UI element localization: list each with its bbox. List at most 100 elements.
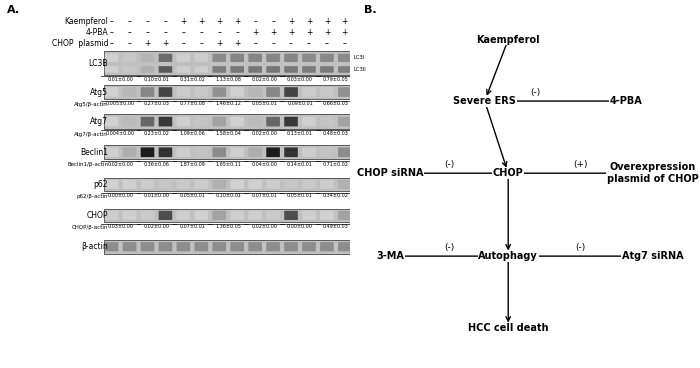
FancyBboxPatch shape [122, 148, 136, 157]
Text: Beclin1/β-actin: Beclin1/β-actin [67, 162, 108, 167]
Text: –: – [199, 28, 203, 37]
Text: 0.00±0.00: 0.00±0.00 [287, 224, 313, 229]
Text: –: – [181, 28, 186, 37]
FancyBboxPatch shape [176, 87, 190, 97]
Text: LC3I: LC3I [354, 55, 365, 60]
Text: –: – [235, 28, 239, 37]
FancyBboxPatch shape [248, 87, 262, 97]
FancyBboxPatch shape [105, 117, 118, 127]
FancyBboxPatch shape [159, 148, 172, 157]
Text: –: – [127, 28, 132, 37]
FancyBboxPatch shape [230, 54, 244, 62]
Text: (+): (+) [573, 160, 588, 169]
FancyBboxPatch shape [176, 54, 190, 62]
Text: β-actin: β-actin [81, 242, 108, 251]
FancyBboxPatch shape [105, 66, 118, 73]
Text: 0.004±0.00: 0.004±0.00 [106, 131, 135, 136]
FancyBboxPatch shape [302, 148, 316, 157]
Text: +: + [216, 17, 223, 26]
FancyBboxPatch shape [213, 211, 226, 220]
Text: B.: B. [364, 6, 377, 15]
Text: –: – [127, 39, 132, 48]
FancyBboxPatch shape [320, 180, 334, 189]
FancyBboxPatch shape [302, 242, 316, 251]
Text: 0.02±0.00: 0.02±0.00 [251, 131, 277, 136]
FancyBboxPatch shape [266, 242, 280, 251]
Text: +: + [306, 17, 312, 26]
FancyBboxPatch shape [105, 54, 118, 62]
Text: 0.05±0.01: 0.05±0.01 [251, 102, 277, 106]
Text: 0.10±0.01: 0.10±0.01 [216, 193, 241, 198]
FancyBboxPatch shape [248, 180, 262, 189]
FancyBboxPatch shape [284, 66, 298, 73]
Text: CHOP siRNA: CHOP siRNA [358, 168, 424, 178]
Text: 0.01±0.00: 0.01±0.00 [144, 193, 169, 198]
FancyBboxPatch shape [195, 180, 208, 189]
Text: –: – [164, 17, 167, 26]
Text: 0.77±0.08: 0.77±0.08 [179, 102, 205, 106]
FancyBboxPatch shape [284, 180, 298, 189]
Text: +: + [342, 17, 348, 26]
Text: –: – [271, 39, 275, 48]
Text: 0.01±0.00: 0.01±0.00 [108, 77, 134, 82]
Text: 1.65±0.11: 1.65±0.11 [216, 162, 241, 167]
Text: Atg7: Atg7 [90, 117, 108, 126]
FancyBboxPatch shape [248, 54, 262, 62]
Text: –: – [127, 17, 132, 26]
FancyBboxPatch shape [230, 66, 244, 73]
Text: Kaempferol: Kaempferol [64, 17, 108, 26]
Text: (-): (-) [444, 243, 454, 252]
Text: (-): (-) [444, 160, 454, 169]
FancyBboxPatch shape [105, 211, 118, 220]
Text: –: – [289, 39, 293, 48]
Text: +: + [180, 17, 187, 26]
Text: (-): (-) [530, 88, 540, 96]
Text: 0.71±0.02: 0.71±0.02 [323, 162, 349, 167]
FancyBboxPatch shape [266, 54, 280, 62]
FancyBboxPatch shape [195, 148, 208, 157]
Text: LC3B: LC3B [89, 59, 108, 67]
Text: –: – [110, 39, 113, 48]
FancyBboxPatch shape [195, 66, 208, 73]
Text: 0.05±0.01: 0.05±0.01 [179, 193, 205, 198]
Text: –: – [253, 17, 257, 26]
Text: +: + [234, 17, 240, 26]
Text: 0.23±0.02: 0.23±0.02 [144, 131, 169, 136]
Text: 0.66±0.03: 0.66±0.03 [323, 102, 349, 106]
Text: 1.58±0.04: 1.58±0.04 [216, 131, 241, 136]
Text: Autophagy: Autophagy [478, 251, 538, 261]
Text: 0.03±0.00: 0.03±0.00 [287, 77, 313, 82]
FancyBboxPatch shape [213, 242, 226, 251]
FancyBboxPatch shape [159, 180, 172, 189]
Text: 0.79±0.05: 0.79±0.05 [323, 77, 349, 82]
FancyBboxPatch shape [159, 66, 172, 73]
FancyBboxPatch shape [213, 66, 226, 73]
FancyBboxPatch shape [320, 148, 334, 157]
Bar [104, 145, 352, 159]
FancyBboxPatch shape [122, 242, 136, 251]
Text: +: + [323, 17, 330, 26]
FancyBboxPatch shape [248, 66, 262, 73]
Text: +: + [323, 28, 330, 37]
FancyBboxPatch shape [176, 148, 190, 157]
FancyBboxPatch shape [266, 66, 280, 73]
Text: –: – [146, 17, 149, 26]
FancyBboxPatch shape [338, 242, 351, 251]
FancyBboxPatch shape [213, 117, 226, 127]
Text: Beclin1: Beclin1 [80, 148, 108, 157]
Text: +: + [270, 28, 276, 37]
Text: 0.48±0.03: 0.48±0.03 [323, 131, 349, 136]
Text: 0.04±0.00: 0.04±0.00 [251, 162, 277, 167]
FancyBboxPatch shape [105, 180, 118, 189]
Text: –: – [271, 17, 275, 26]
FancyBboxPatch shape [159, 211, 172, 220]
Text: 1.36±0.05: 1.36±0.05 [216, 224, 241, 229]
Text: +: + [162, 39, 169, 48]
Text: 0.02±0.00: 0.02±0.00 [251, 224, 277, 229]
FancyBboxPatch shape [284, 148, 298, 157]
Text: 0.02±0.00: 0.02±0.00 [108, 162, 134, 167]
Text: +: + [288, 17, 294, 26]
Text: 1.13±0.08: 1.13±0.08 [216, 77, 241, 82]
FancyBboxPatch shape [159, 242, 172, 251]
FancyBboxPatch shape [338, 117, 351, 127]
